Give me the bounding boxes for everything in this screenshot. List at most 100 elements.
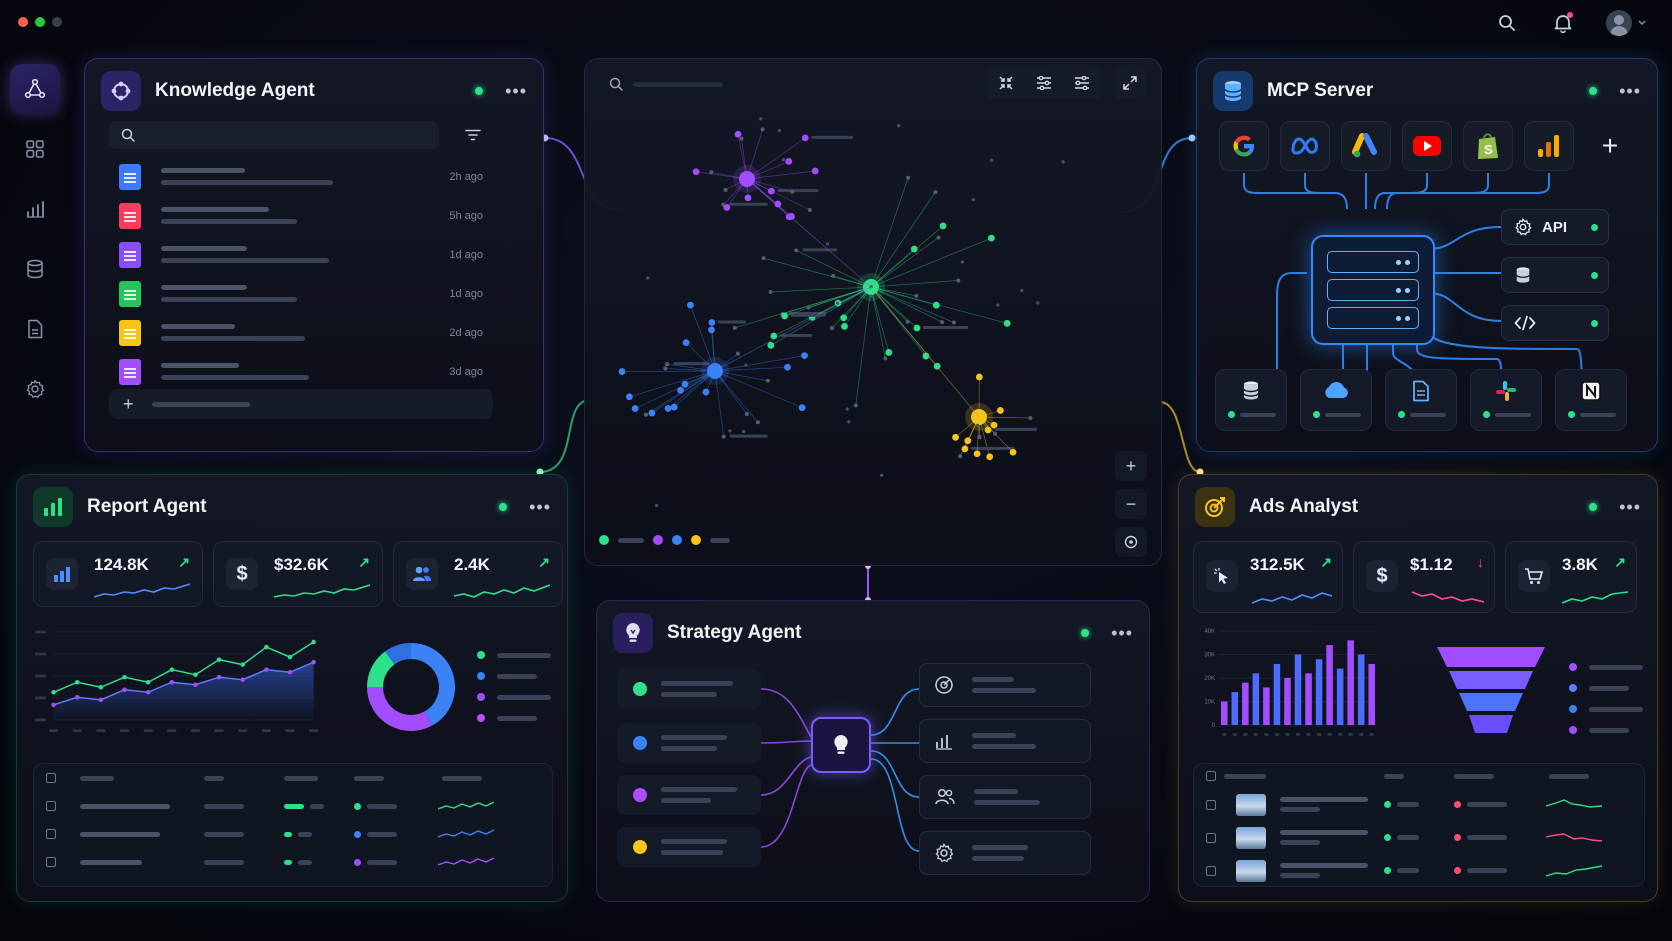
graph-node[interactable] xyxy=(951,320,956,325)
meta-icon[interactable] xyxy=(1280,121,1330,171)
graph-node[interactable] xyxy=(1009,448,1017,456)
graph-node[interactable] xyxy=(831,273,836,278)
table-row[interactable] xyxy=(1194,821,1644,854)
list-item[interactable]: 5h ago xyxy=(109,196,493,235)
more-options-icon[interactable]: ••• xyxy=(529,496,551,517)
bar-chart[interactable]: 40K 30K 20K 10K 0 xyxy=(1189,625,1389,745)
graph-node[interactable] xyxy=(618,368,626,375)
sidebar-item-dashboard[interactable] xyxy=(10,124,60,174)
graph-node[interactable] xyxy=(1003,319,1011,327)
graph-node[interactable] xyxy=(626,393,633,401)
graph-node[interactable] xyxy=(767,187,775,195)
list-item[interactable]: 1d ago xyxy=(109,235,493,274)
graph-node[interactable] xyxy=(794,248,799,253)
more-options-icon[interactable]: ••• xyxy=(1111,622,1133,643)
table-row[interactable] xyxy=(34,848,552,876)
shopify-icon[interactable]: S xyxy=(1463,121,1513,171)
list-item[interactable]: 1d ago xyxy=(109,274,493,313)
sliders-icon[interactable] xyxy=(1027,67,1061,99)
sidebar-item-agents[interactable] xyxy=(10,64,60,114)
graph-node[interactable] xyxy=(732,325,737,330)
kpi-card[interactable]: 3.8K ↗ xyxy=(1505,541,1637,613)
graph-node[interactable] xyxy=(765,378,770,383)
filter-icon[interactable] xyxy=(457,121,489,149)
graph-node[interactable] xyxy=(932,301,940,309)
graph-node[interactable] xyxy=(721,434,726,439)
database-destination[interactable] xyxy=(1215,369,1287,431)
graph-node[interactable] xyxy=(665,362,670,367)
graph-node[interactable] xyxy=(952,433,959,441)
graph-node[interactable] xyxy=(986,453,994,461)
table-row[interactable] xyxy=(34,792,552,820)
strategy-output-audience[interactable] xyxy=(919,775,1091,819)
table-row[interactable] xyxy=(34,820,552,848)
cloud-destination[interactable] xyxy=(1300,369,1372,431)
graph-node[interactable] xyxy=(734,130,742,138)
zoom-window-button[interactable] xyxy=(52,17,62,27)
graph-node[interactable] xyxy=(774,200,782,208)
document-destination[interactable] xyxy=(1385,369,1457,431)
graph-node[interactable] xyxy=(996,407,1004,414)
table-row[interactable] xyxy=(1194,854,1644,887)
strategy-input[interactable] xyxy=(617,669,761,709)
graph-node[interactable] xyxy=(841,322,848,330)
add-file-button[interactable]: + xyxy=(109,389,493,419)
strategy-output-settings[interactable] xyxy=(919,831,1091,875)
strategy-output-target[interactable] xyxy=(919,663,1091,707)
sidebar-item-documents[interactable] xyxy=(10,304,60,354)
collapse-icon[interactable] xyxy=(989,67,1023,99)
close-window-button[interactable] xyxy=(18,17,28,27)
more-options-icon[interactable]: ••• xyxy=(1619,496,1641,517)
more-options-icon[interactable]: ••• xyxy=(505,80,527,101)
table-row[interactable] xyxy=(1194,788,1644,821)
graph-node[interactable] xyxy=(883,356,888,361)
graph-node[interactable] xyxy=(677,386,684,394)
graph-node[interactable] xyxy=(682,339,690,347)
graph-node[interactable] xyxy=(781,312,789,320)
kpi-card[interactable]: 312.5K ↗ xyxy=(1193,541,1343,613)
list-item[interactable]: 3d ago xyxy=(109,352,493,391)
graph-node[interactable] xyxy=(631,405,639,412)
line-chart[interactable] xyxy=(33,625,323,740)
graph-node[interactable] xyxy=(723,187,728,192)
graph-node[interactable] xyxy=(914,293,919,298)
graph-node[interactable] xyxy=(785,158,793,165)
graph-node[interactable] xyxy=(785,213,793,221)
strategy-output-analytics[interactable] xyxy=(919,719,1091,763)
graph-node[interactable] xyxy=(692,168,700,176)
graph-node[interactable] xyxy=(681,380,689,388)
graph-node[interactable] xyxy=(744,412,749,417)
graph-node[interactable] xyxy=(663,366,668,371)
sidebar-item-database[interactable] xyxy=(10,244,60,294)
graph-node[interactable] xyxy=(853,403,858,408)
graph-node[interactable] xyxy=(922,352,930,360)
graph-node[interactable] xyxy=(956,278,961,283)
strategy-input[interactable] xyxy=(617,775,761,815)
graph-node[interactable] xyxy=(964,437,972,445)
funnel-chart[interactable] xyxy=(1435,647,1547,747)
graph-node[interactable] xyxy=(735,351,740,356)
graph-node[interactable] xyxy=(687,301,694,309)
graph-node[interactable] xyxy=(829,325,834,330)
graph-node[interactable] xyxy=(643,412,648,417)
graph-node[interactable] xyxy=(961,445,969,453)
sidebar-item-settings[interactable] xyxy=(10,364,60,414)
sidebar-item-analytics[interactable] xyxy=(10,184,60,234)
graph-node[interactable] xyxy=(770,332,778,340)
sliders-alt-icon[interactable] xyxy=(1065,67,1099,99)
graph-search-input[interactable] xyxy=(599,71,739,97)
kpi-card[interactable]: $ $1.12 ↓ xyxy=(1353,541,1495,613)
graph-node[interactable] xyxy=(939,320,944,325)
graph-node[interactable] xyxy=(708,326,715,334)
graph-node[interactable] xyxy=(973,450,981,458)
graph-node[interactable] xyxy=(801,134,809,142)
kpi-card[interactable]: $ $32.6K ↗ xyxy=(213,541,383,607)
graph-node[interactable] xyxy=(702,388,710,396)
graph-node[interactable] xyxy=(723,204,731,211)
list-item[interactable]: 2h ago xyxy=(109,157,493,196)
graph-node[interactable] xyxy=(840,314,848,322)
row-checkbox[interactable] xyxy=(46,801,56,811)
row-checkbox[interactable] xyxy=(1206,832,1216,843)
google-ads-icon[interactable] xyxy=(1341,121,1391,171)
donut-chart[interactable] xyxy=(363,639,459,735)
